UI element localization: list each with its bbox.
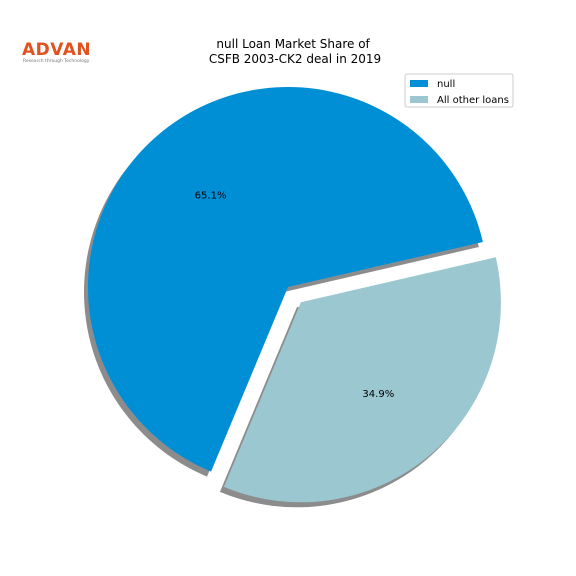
chart-title: null Loan Market Share of CSFB 2003-CK2 … [209, 37, 381, 66]
logo-tagline: Research through Technology [23, 59, 90, 64]
chart-title-line-2: CSFB 2003-CK2 deal in 2019 [209, 52, 381, 66]
slice-percent-label-0: 65.1% [195, 190, 227, 201]
chart-title-line-1: null Loan Market Share of [216, 37, 370, 51]
legend-label-0: null [437, 79, 455, 90]
pie-slice-null [88, 86, 483, 472]
legend: null All other loans [404, 73, 514, 108]
advan-logo: ADVAN Research through Technology [22, 42, 92, 68]
slice-percent-label-1: 34.9% [362, 389, 394, 400]
logo-wordmark: ADVAN [22, 40, 92, 60]
legend-frame [404, 73, 514, 108]
legend-swatch-0 [410, 80, 428, 87]
pie-slice-all-other-loans [223, 257, 501, 503]
legend-swatch-1 [410, 96, 428, 103]
slice-labels: 65.1% 34.9% [195, 190, 395, 400]
legend-label-1: All other loans [437, 95, 509, 106]
pie-slices [88, 86, 501, 503]
